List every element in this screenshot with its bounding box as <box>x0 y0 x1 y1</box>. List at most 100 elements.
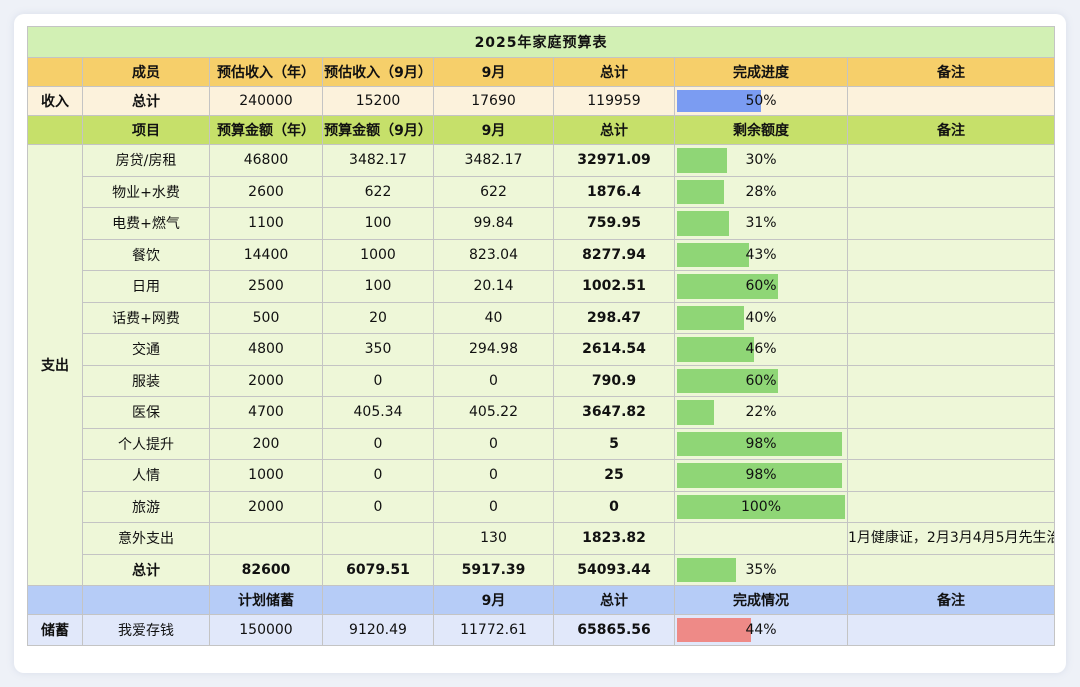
expense-row-annual[interactable]: 2500 <box>209 270 323 303</box>
expense-row-sep[interactable]: 100 <box>322 270 434 303</box>
savings-row-plan[interactable]: 150000 <box>209 613 323 646</box>
expense-row-name[interactable]: 电费+燃气 <box>82 207 210 240</box>
expense-row-annual[interactable] <box>209 522 323 555</box>
expense-row-name[interactable]: 物业+水费 <box>82 175 210 208</box>
expense-row-sep[interactable]: 405.34 <box>322 396 434 429</box>
expense-remaining-cell[interactable]: 60% <box>674 270 848 303</box>
expense-total-note[interactable] <box>846 553 1056 586</box>
expense-row-name[interactable]: 医保 <box>82 396 210 429</box>
expense-row-note[interactable] <box>846 396 1056 429</box>
expense-row-note[interactable] <box>846 175 1056 208</box>
expense-row-name[interactable]: 日用 <box>82 270 210 303</box>
expense-total-total[interactable]: 54093.44 <box>553 553 675 586</box>
expense-row-annual[interactable]: 4700 <box>209 396 323 429</box>
expense-remaining-cell[interactable]: 28% <box>674 175 848 208</box>
expense-row-month[interactable]: 99.84 <box>433 207 554 240</box>
income-section-label[interactable]: 收入 <box>27 86 83 116</box>
expense-remaining-cell[interactable]: 46% <box>674 333 848 366</box>
expense-row-sep[interactable]: 100 <box>322 207 434 240</box>
expense-remaining-cell[interactable]: 100% <box>674 490 848 523</box>
expense-row-total[interactable]: 1823.82 <box>553 522 675 555</box>
expense-row-note[interactable] <box>846 144 1056 177</box>
expense-row-month[interactable]: 130 <box>433 522 554 555</box>
expense-row-name[interactable]: 个人提升 <box>82 427 210 460</box>
expense-row-month[interactable]: 40 <box>433 301 554 334</box>
expense-row-total[interactable]: 25 <box>553 459 675 492</box>
expense-row-name[interactable]: 餐饮 <box>82 238 210 271</box>
expense-row-sep[interactable]: 0 <box>322 427 434 460</box>
expense-row-annual[interactable]: 2000 <box>209 490 323 523</box>
expense-row-sep[interactable] <box>322 522 434 555</box>
expense-row-note[interactable] <box>846 333 1056 366</box>
expense-row-month[interactable]: 405.22 <box>433 396 554 429</box>
expense-row-total[interactable]: 759.95 <box>553 207 675 240</box>
expense-row-month[interactable]: 0 <box>433 490 554 523</box>
income-row-annual[interactable]: 240000 <box>209 86 323 116</box>
expense-row-annual[interactable]: 1100 <box>209 207 323 240</box>
expense-note-cell[interactable]: 1月健康证，2月3月4月5月先生治腿伤，9月电梯维修费 <box>846 522 1056 555</box>
expense-row-note[interactable] <box>846 364 1056 397</box>
expense-row-month[interactable]: 294.98 <box>433 333 554 366</box>
expense-row-annual[interactable]: 2000 <box>209 364 323 397</box>
expense-row-note[interactable] <box>846 301 1056 334</box>
expense-row-annual[interactable]: 200 <box>209 427 323 460</box>
expense-row-total[interactable]: 5 <box>553 427 675 460</box>
expense-row-month[interactable]: 0 <box>433 364 554 397</box>
expense-remaining-cell[interactable]: 60% <box>674 364 848 397</box>
income-progress-cell[interactable]: 50% <box>674 86 848 116</box>
income-row-note[interactable] <box>846 86 1056 116</box>
expense-total-remaining-cell[interactable]: 35% <box>674 553 848 586</box>
expense-section-label[interactable]: 支出 <box>27 144 83 586</box>
income-row-sep[interactable]: 15200 <box>322 86 434 116</box>
expense-remaining-cell[interactable] <box>674 522 848 555</box>
expense-row-sep[interactable]: 3482.17 <box>322 144 434 177</box>
expense-remaining-cell[interactable]: 40% <box>674 301 848 334</box>
expense-row-sep[interactable]: 20 <box>322 301 434 334</box>
expense-row-total[interactable]: 32971.09 <box>553 144 675 177</box>
expense-row-note[interactable] <box>846 270 1056 303</box>
expense-row-month[interactable]: 622 <box>433 175 554 208</box>
expense-row-sep[interactable]: 1000 <box>322 238 434 271</box>
expense-row-note[interactable] <box>846 490 1056 523</box>
savings-row-sep[interactable]: 9120.49 <box>322 613 434 646</box>
expense-row-annual[interactable]: 1000 <box>209 459 323 492</box>
expense-remaining-cell[interactable]: 43% <box>674 238 848 271</box>
expense-row-annual[interactable]: 4800 <box>209 333 323 366</box>
expense-row-note[interactable] <box>846 459 1056 492</box>
expense-row-sep[interactable]: 0 <box>322 490 434 523</box>
savings-row-month[interactable]: 11772.61 <box>433 613 554 646</box>
expense-row-total[interactable]: 298.47 <box>553 301 675 334</box>
expense-row-sep[interactable]: 0 <box>322 364 434 397</box>
expense-row-total[interactable]: 3647.82 <box>553 396 675 429</box>
expense-row-name[interactable]: 话费+网费 <box>82 301 210 334</box>
expense-row-total[interactable]: 2614.54 <box>553 333 675 366</box>
expense-total-month[interactable]: 5917.39 <box>433 553 554 586</box>
expense-row-total[interactable]: 1876.4 <box>553 175 675 208</box>
savings-row-name[interactable]: 我爱存钱 <box>82 613 210 646</box>
expense-row-annual[interactable]: 500 <box>209 301 323 334</box>
expense-row-sep[interactable]: 622 <box>322 175 434 208</box>
expense-total-annual[interactable]: 82600 <box>209 553 323 586</box>
income-row-total[interactable]: 119959 <box>553 86 675 116</box>
savings-progress-cell[interactable]: 44% <box>674 613 848 646</box>
expense-row-name[interactable]: 人情 <box>82 459 210 492</box>
expense-row-month[interactable]: 0 <box>433 427 554 460</box>
savings-row-note[interactable] <box>846 613 1056 646</box>
expense-row-month[interactable]: 0 <box>433 459 554 492</box>
expense-row-note[interactable] <box>846 207 1056 240</box>
expense-row-annual[interactable]: 14400 <box>209 238 323 271</box>
expense-row-name[interactable]: 意外支出 <box>82 522 210 555</box>
expense-row-total[interactable]: 8277.94 <box>553 238 675 271</box>
expense-remaining-cell[interactable]: 30% <box>674 144 848 177</box>
expense-row-name[interactable]: 旅游 <box>82 490 210 523</box>
savings-section-label[interactable]: 储蓄 <box>27 613 83 646</box>
expense-row-name[interactable]: 房贷/房租 <box>82 144 210 177</box>
expense-row-name[interactable]: 交通 <box>82 333 210 366</box>
income-row-month[interactable]: 17690 <box>433 86 554 116</box>
expense-row-annual[interactable]: 46800 <box>209 144 323 177</box>
expense-remaining-cell[interactable]: 98% <box>674 427 848 460</box>
expense-row-sep[interactable]: 350 <box>322 333 434 366</box>
expense-remaining-cell[interactable]: 22% <box>674 396 848 429</box>
expense-row-note[interactable] <box>846 427 1056 460</box>
expense-remaining-cell[interactable]: 98% <box>674 459 848 492</box>
